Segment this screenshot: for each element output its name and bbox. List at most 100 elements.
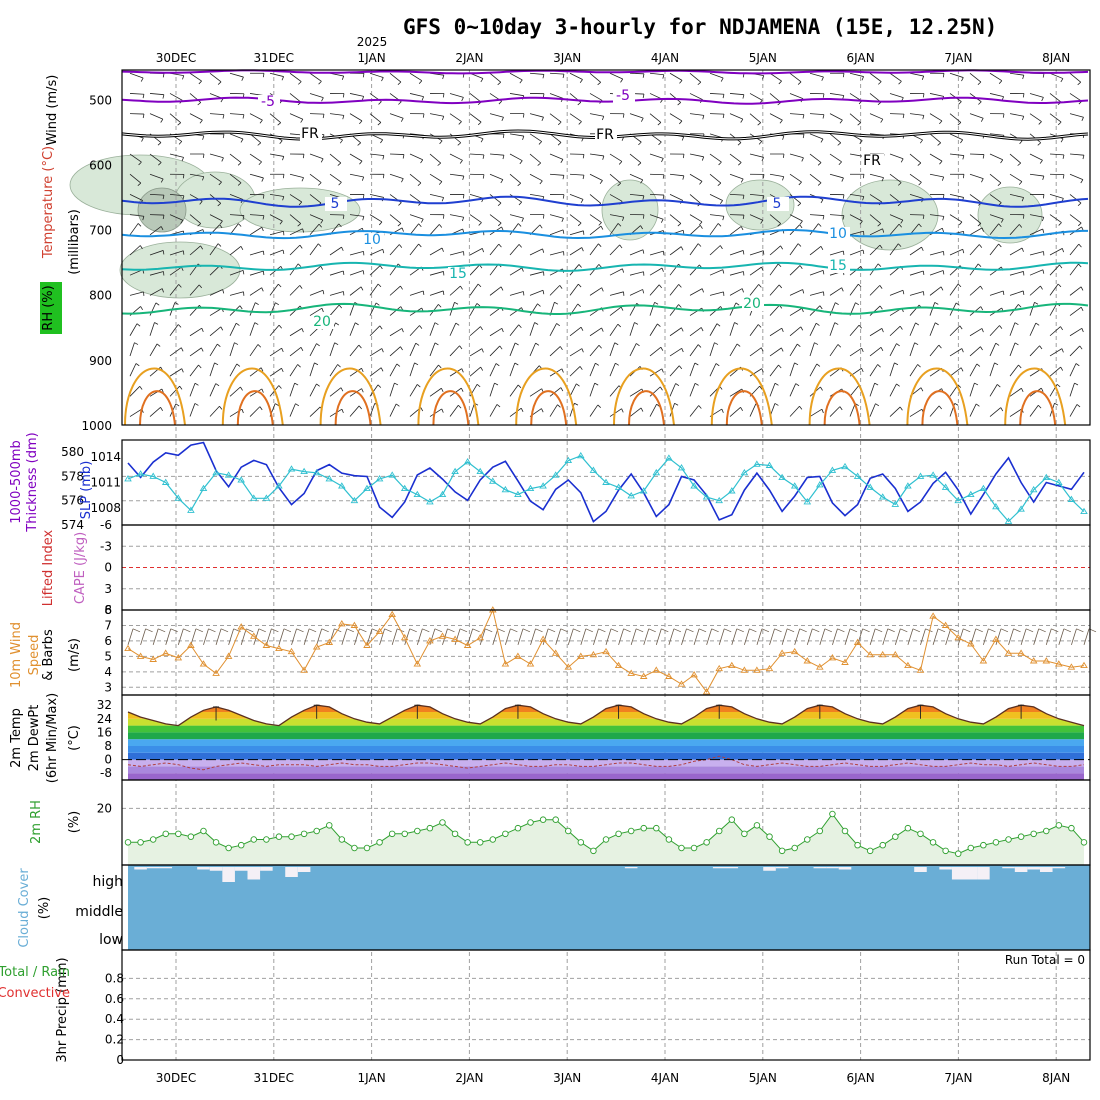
wind-barb: [1009, 113, 1024, 117]
wind-barb-flag: [275, 302, 280, 306]
wind-barb-flag: [700, 327, 704, 332]
wind-barb: [589, 173, 603, 181]
wind-barb: [989, 72, 1003, 82]
wind-barb-flag: [1054, 402, 1059, 406]
wind-barb-flag: [135, 363, 140, 367]
contour-25c: [124, 367, 186, 426]
wind-barb: [389, 382, 395, 397]
wind-barb: [329, 270, 344, 276]
wind10-point: [1004, 649, 1013, 656]
wind-barb-flag: [360, 286, 364, 291]
wind-barb-flag: [398, 202, 402, 206]
wind-barb-flag: [998, 80, 1003, 84]
wind-barb: [249, 367, 262, 377]
wind-barb: [589, 344, 600, 357]
wind-barb-flag: [1040, 387, 1044, 392]
wind-barb: [489, 72, 502, 83]
wind-barb-flag: [301, 328, 304, 333]
wind-barb-flag: [500, 286, 504, 291]
wind10-barb: [844, 628, 851, 645]
temp-band: [128, 732, 1084, 740]
rh-point: [552, 816, 559, 823]
wind-barb-flag: [300, 347, 304, 352]
wind-barb-flag: [658, 284, 663, 289]
wind-barb: [169, 250, 184, 256]
wind10-barb-flag: [195, 628, 204, 633]
contour-25c: [906, 367, 969, 426]
wind-barb-flag: [379, 265, 383, 270]
wind-barb: [849, 403, 856, 417]
rh-point: [414, 827, 421, 835]
wind-barb: [129, 363, 137, 377]
wind-barb-flag: [681, 348, 684, 353]
wind-barb-flag: [318, 182, 322, 186]
wind-barb: [329, 173, 342, 183]
wind-barb-flag: [781, 347, 784, 352]
wind-barb: [749, 194, 764, 197]
wind-barb: [529, 173, 543, 182]
wind-barb-flag: [137, 182, 142, 187]
wind-barb-flag: [162, 73, 165, 78]
wind-barb: [129, 323, 138, 336]
wind-barb-flag: [619, 244, 623, 249]
wind-barb: [289, 403, 296, 417]
wind-barb: [689, 405, 699, 417]
wind-barb: [429, 271, 444, 276]
wind-barb: [149, 322, 155, 336]
wind-barb-flag: [1017, 162, 1021, 166]
wind-barb-flag: [762, 75, 765, 80]
wind-barb: [889, 153, 904, 160]
wind10-barb: [240, 628, 247, 645]
thickness-point: [904, 482, 912, 489]
wind-barb: [229, 194, 244, 200]
wind-barb-flag: [217, 203, 222, 207]
wind-barb-flag: [340, 387, 344, 392]
wind10-barb-flag: [799, 628, 807, 633]
wind-barb-flag: [180, 347, 184, 352]
rh-point: [715, 827, 723, 835]
wind-barb-flag: [1057, 121, 1062, 126]
wind10-point: [1017, 649, 1025, 656]
wind-barb-flag: [717, 182, 722, 187]
panel-frame: [121, 69, 1091, 426]
rh-point: [376, 839, 383, 846]
wind-barb-flag: [699, 225, 703, 229]
thickness-point: [602, 478, 610, 485]
wind-barb: [349, 173, 364, 178]
wind-barb: [869, 364, 878, 377]
wind-barb: [609, 153, 623, 162]
cloud-level-label: low: [99, 932, 123, 948]
wind-barb-flag: [140, 306, 144, 311]
wind-barb: [1069, 214, 1082, 224]
wind-barb-flag: [858, 324, 862, 329]
wind-barb-flag: [714, 342, 719, 345]
wind-barb: [549, 214, 564, 219]
wind-barb: [269, 194, 284, 197]
wind-barb: [349, 270, 364, 276]
wind-barb-flag: [380, 367, 384, 372]
wind-barb-flag: [458, 404, 462, 409]
contour-30c: [921, 390, 959, 426]
wind10-barb-flag: [824, 628, 832, 633]
wind-barb-flag: [480, 366, 484, 371]
wind-barb-flag: [617, 223, 622, 227]
thickness-point: [338, 482, 346, 489]
wind-barb-flag: [821, 409, 824, 414]
thickness-point: [1055, 478, 1063, 485]
wind-barb: [229, 214, 244, 216]
wind-barb-flag: [722, 269, 725, 274]
wind-barb: [1009, 153, 1021, 164]
wind-barb-flag: [561, 368, 564, 373]
wind-barb-flag: [939, 160, 943, 165]
wind10-point: [639, 672, 648, 679]
wind10-barb: [555, 628, 562, 645]
slp-line: [127, 441, 1085, 523]
wind-barb: [349, 286, 362, 296]
wind-barb-flag: [680, 246, 684, 251]
wind-barb-flag: [682, 154, 685, 159]
wind-barb-flag: [858, 283, 862, 288]
wind-barb: [1009, 364, 1019, 377]
wind10-barb: [668, 628, 675, 645]
wind10-barb-flag: [937, 628, 946, 633]
wind-barb-flag: [320, 265, 324, 270]
